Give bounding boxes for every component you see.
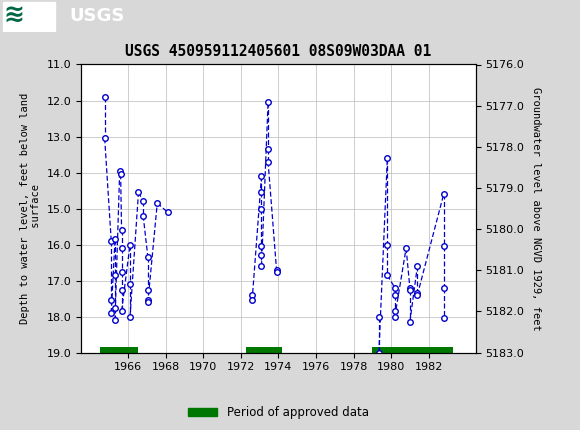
Point bbox=[107, 310, 116, 316]
Point bbox=[143, 254, 153, 261]
Point bbox=[272, 268, 281, 275]
Point bbox=[439, 315, 448, 322]
Point bbox=[143, 286, 153, 293]
Point bbox=[107, 297, 116, 304]
Point bbox=[110, 304, 119, 311]
Point bbox=[439, 191, 448, 198]
Point bbox=[263, 146, 273, 153]
Point bbox=[125, 281, 135, 288]
Point bbox=[100, 93, 109, 100]
Title: USGS 450959112405601 08S09W03DAA 01: USGS 450959112405601 08S09W03DAA 01 bbox=[125, 44, 432, 59]
Point bbox=[117, 227, 126, 233]
Point bbox=[110, 272, 119, 279]
Point bbox=[374, 349, 383, 356]
Y-axis label: Groundwater level above NGVD 1929, feet: Groundwater level above NGVD 1929, feet bbox=[531, 87, 541, 330]
Point bbox=[257, 243, 266, 250]
Point bbox=[401, 245, 411, 252]
Point bbox=[439, 243, 448, 250]
Point bbox=[257, 173, 266, 180]
Text: ≋: ≋ bbox=[3, 4, 24, 28]
Point bbox=[248, 297, 257, 304]
Point bbox=[257, 263, 266, 270]
Point bbox=[139, 198, 148, 205]
Point bbox=[272, 266, 281, 273]
Point bbox=[143, 297, 153, 304]
Point bbox=[390, 284, 400, 291]
Point bbox=[405, 284, 415, 291]
Bar bbox=[3, 2, 55, 31]
Point bbox=[117, 308, 126, 315]
Point bbox=[390, 292, 400, 298]
Point bbox=[163, 209, 172, 215]
Point bbox=[263, 99, 273, 106]
Legend: Period of approved data: Period of approved data bbox=[183, 402, 374, 424]
Point bbox=[413, 263, 422, 270]
Point bbox=[117, 286, 126, 293]
Point bbox=[439, 284, 448, 291]
Point bbox=[413, 292, 422, 298]
Text: USGS: USGS bbox=[70, 7, 125, 25]
Point bbox=[116, 171, 125, 178]
Point bbox=[125, 313, 135, 320]
Point bbox=[134, 189, 143, 196]
Point bbox=[110, 236, 119, 243]
Point bbox=[390, 308, 400, 315]
Point bbox=[413, 290, 422, 297]
Point bbox=[125, 241, 135, 248]
Point bbox=[383, 155, 392, 162]
Point bbox=[383, 241, 392, 248]
Point bbox=[257, 205, 266, 212]
Point bbox=[153, 200, 162, 206]
Point bbox=[374, 313, 383, 320]
Point bbox=[405, 286, 415, 293]
Point bbox=[257, 252, 266, 259]
Point bbox=[107, 237, 116, 244]
Point bbox=[115, 167, 124, 174]
Y-axis label: Depth to water level, feet below land
 surface: Depth to water level, feet below land su… bbox=[20, 93, 41, 324]
Point bbox=[117, 245, 126, 252]
Point bbox=[117, 268, 126, 275]
Point bbox=[110, 317, 119, 324]
Point bbox=[248, 292, 257, 298]
Point bbox=[139, 212, 148, 219]
Point bbox=[405, 319, 415, 326]
Point bbox=[383, 272, 392, 279]
Point bbox=[100, 135, 109, 142]
Point bbox=[257, 189, 266, 196]
Point bbox=[263, 158, 273, 165]
Point bbox=[143, 299, 153, 306]
Point bbox=[390, 313, 400, 320]
